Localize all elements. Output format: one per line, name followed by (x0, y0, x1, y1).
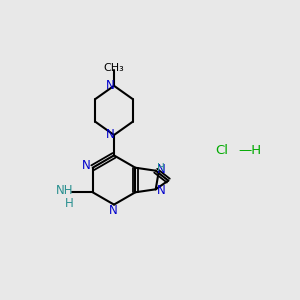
Text: Cl: Cl (215, 143, 229, 157)
Text: N: N (109, 204, 118, 217)
Text: N: N (157, 163, 166, 176)
Text: N: N (105, 79, 114, 92)
Text: N: N (105, 128, 114, 141)
Text: H: H (157, 163, 164, 173)
Text: —H: —H (238, 143, 262, 157)
Text: H: H (65, 197, 74, 210)
Text: NH: NH (56, 184, 74, 197)
Text: N: N (157, 184, 166, 197)
Text: N: N (82, 159, 91, 172)
Text: CH₃: CH₃ (103, 63, 124, 73)
